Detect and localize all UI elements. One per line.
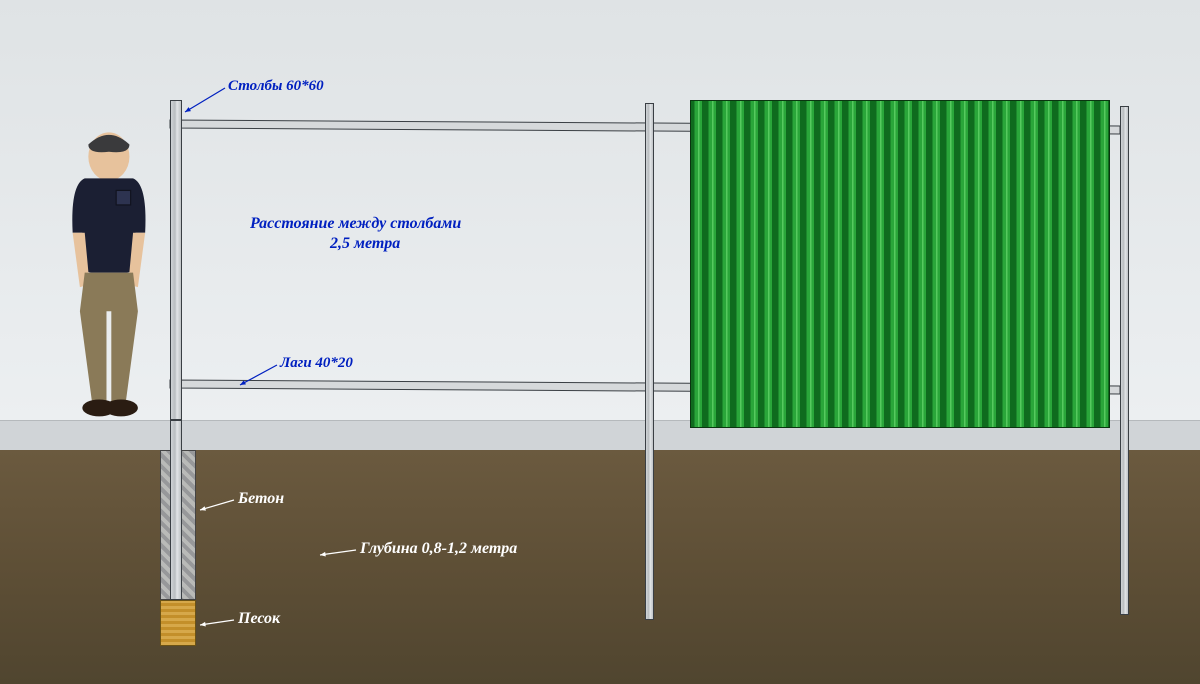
person-figure (48, 130, 170, 420)
label-posts: Столбы 60*60 (228, 78, 324, 95)
corrugated-panel (690, 100, 1110, 428)
fence-post-2 (645, 103, 654, 620)
label-rails: Лаги 40*20 (280, 355, 353, 372)
fence-post-1 (170, 100, 182, 420)
label-spacing-2: 2,5 метра (330, 235, 400, 253)
post-below-ground (170, 420, 182, 600)
sand-layer (160, 600, 196, 646)
label-spacing-1: Расстояние между столбами (250, 215, 461, 233)
fence-post-3 (1120, 106, 1129, 615)
label-depth: Глубина 0,8-1,2 метра (360, 540, 517, 558)
label-concrete: Бетон (238, 490, 284, 508)
label-sand: Песок (238, 610, 280, 628)
